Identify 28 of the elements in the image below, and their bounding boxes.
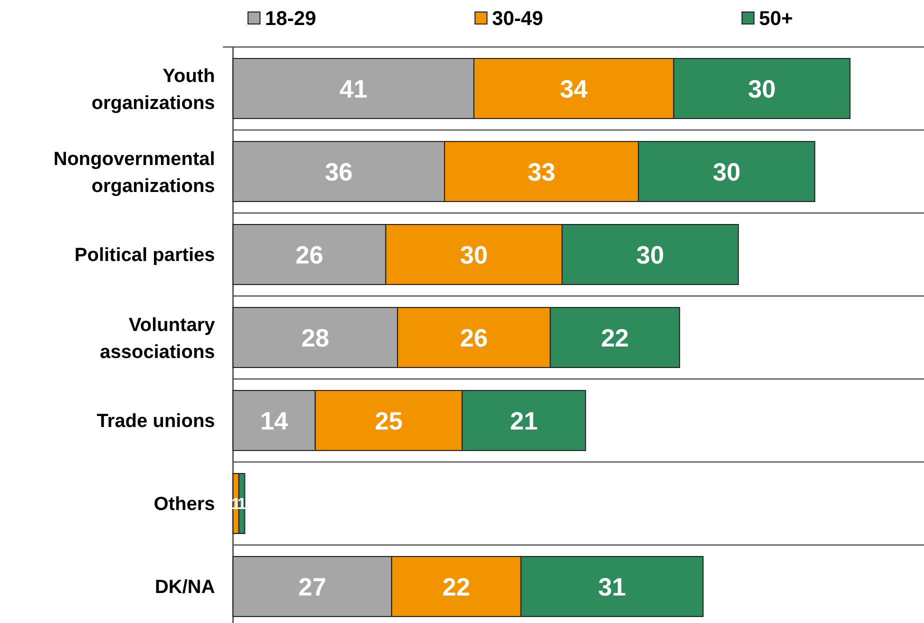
data-label: 34: [560, 75, 588, 104]
data-label: 21: [510, 407, 538, 436]
data-label: 33: [528, 158, 556, 186]
y-tick-label: Nongovernmental organizations: [53, 149, 215, 198]
y-tick-label: Others: [154, 494, 215, 516]
data-label: 14: [260, 407, 288, 436]
data-label: 30: [712, 158, 741, 186]
data-label: 27: [298, 573, 326, 602]
data-label: 25: [374, 407, 403, 436]
legend-label: 18-29: [265, 8, 316, 30]
data-label: 31: [598, 573, 626, 602]
legend-label: 50+: [759, 8, 793, 30]
data-label: 28: [301, 324, 330, 352]
y-tick-label: Youth organizations: [91, 66, 215, 114]
data-label: 30: [748, 75, 776, 104]
legend-label: 30-49: [492, 8, 544, 30]
data-label: 22: [601, 324, 629, 352]
data-label: 22: [442, 573, 470, 602]
y-tick-label: DK/NA: [154, 577, 216, 598]
y-tick-label: Political parties: [74, 245, 215, 266]
data-label: 41: [340, 75, 368, 104]
y-tick-label: Voluntary associations: [100, 315, 216, 364]
y-tick-label: Trade unions: [96, 411, 215, 432]
data-label: 30: [636, 241, 664, 270]
data-label: 36: [324, 158, 353, 186]
data-label: 26: [460, 324, 488, 352]
data-label: 26: [295, 241, 324, 270]
data-label: 30: [460, 241, 488, 270]
